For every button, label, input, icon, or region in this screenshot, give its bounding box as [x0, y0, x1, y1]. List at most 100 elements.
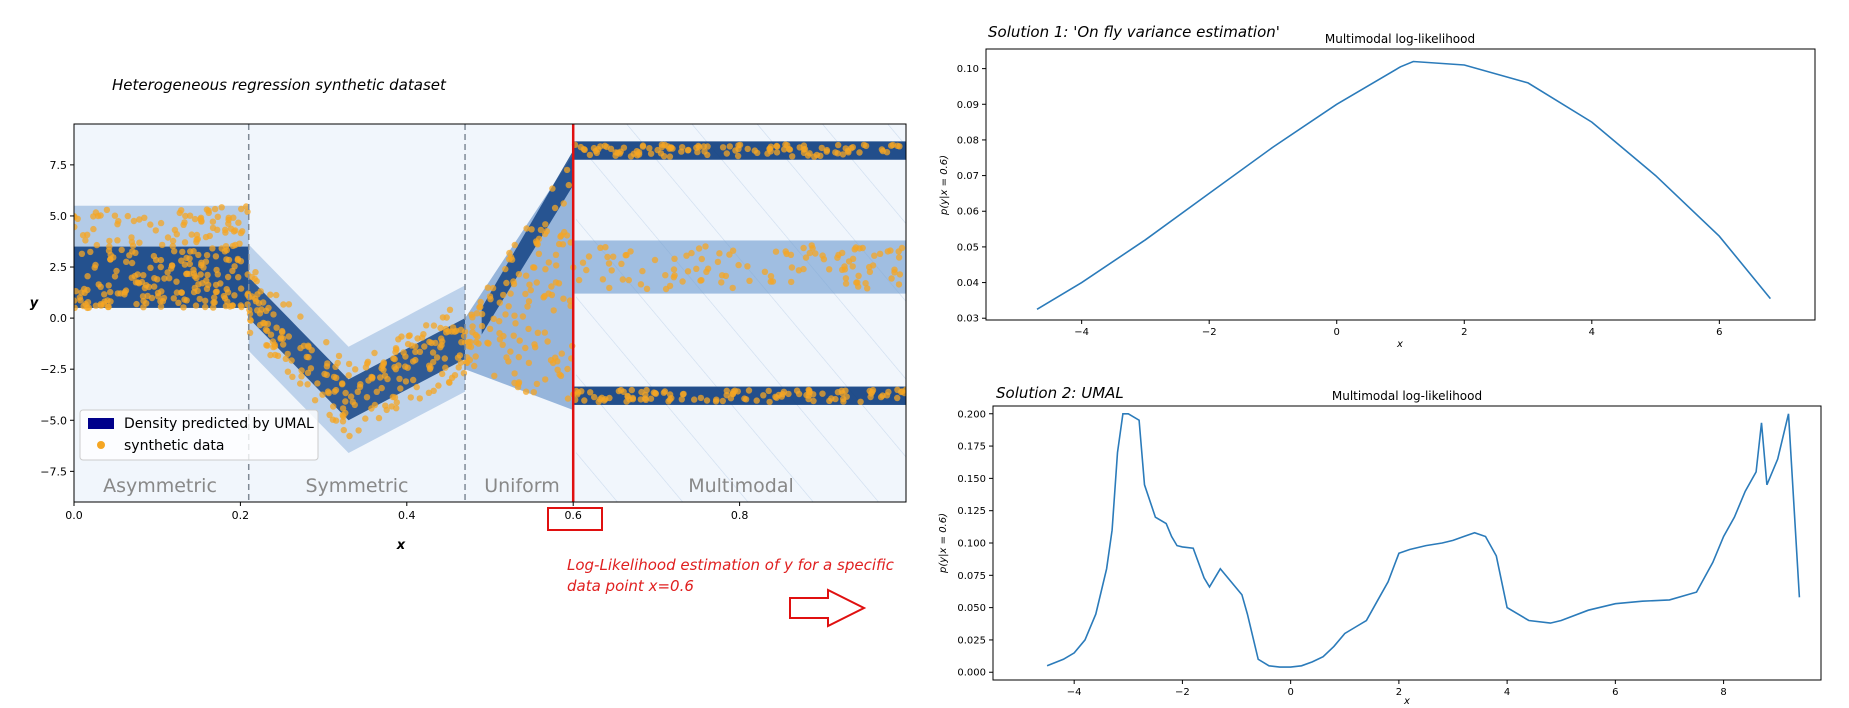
synthetic-point [604, 253, 611, 261]
synthetic-point [823, 146, 831, 154]
synthetic-point [629, 394, 636, 402]
synthetic-point [166, 275, 173, 282]
synthetic-point [471, 362, 478, 370]
synthetic-point [223, 256, 230, 263]
ytick: 0.000 [957, 668, 986, 679]
synthetic-point [171, 226, 179, 234]
synthetic-point [308, 347, 315, 354]
synthetic-point [437, 344, 444, 351]
synthetic-point [435, 382, 442, 389]
synthetic-point [723, 150, 730, 157]
synthetic-point [254, 307, 261, 314]
xtick: −2 [1202, 327, 1217, 338]
synthetic-point [845, 258, 853, 265]
synthetic-point [507, 348, 514, 355]
synthetic-point [273, 324, 280, 331]
synthetic-point [876, 250, 884, 257]
synthetic-point [812, 250, 819, 257]
left-ytick: 5.0 [50, 210, 68, 223]
synthetic-point [105, 303, 112, 311]
synthetic-point [457, 359, 464, 366]
synthetic-point [186, 255, 193, 262]
synthetic-point [478, 322, 486, 330]
synthetic-point [787, 251, 795, 258]
synthetic-point [871, 252, 878, 259]
synthetic-point [147, 264, 154, 271]
legend-points-swatch [97, 441, 105, 449]
synthetic-point [141, 214, 148, 221]
left-ytick: −5.0 [40, 414, 67, 427]
synthetic-point [114, 290, 122, 297]
synthetic-point [78, 250, 86, 257]
bottom-title: Multimodal log-likelihood [1332, 389, 1482, 403]
synthetic-point [789, 153, 796, 160]
ytick: 0.06 [957, 207, 979, 218]
bottom-likelihood-line [1046, 413, 1801, 668]
synthetic-point [253, 278, 260, 285]
synthetic-point [623, 398, 630, 405]
synthetic-point [330, 373, 338, 381]
left-ytick: 2.5 [50, 261, 68, 274]
synthetic-point [598, 394, 605, 401]
synthetic-point [288, 357, 295, 364]
synthetic-point [773, 149, 781, 156]
synthetic-point [128, 259, 136, 267]
synthetic-point [267, 331, 275, 338]
xtick: 4 [1589, 327, 1595, 338]
synthetic-point [123, 258, 130, 265]
synthetic-point [801, 145, 809, 153]
top-ylabel: p(y|x = 0.6) [939, 155, 950, 216]
synthetic-point [212, 281, 220, 289]
region-label-multimodal: Multimodal [688, 475, 794, 497]
xtick: 2 [1396, 687, 1402, 698]
xtick: −2 [1175, 687, 1190, 698]
synthetic-point [118, 246, 125, 254]
synthetic-point [660, 389, 668, 396]
synthetic-point [84, 273, 91, 280]
synthetic-point [793, 387, 801, 394]
synthetic-point [202, 258, 210, 265]
synthetic-point [597, 244, 604, 251]
synthetic-point [93, 241, 101, 249]
synthetic-point [393, 399, 400, 406]
synthetic-point [375, 414, 383, 422]
synthetic-point [197, 271, 204, 278]
synthetic-point [209, 224, 217, 232]
synthetic-point [211, 205, 219, 213]
synthetic-point [392, 348, 399, 356]
synthetic-point [196, 295, 203, 303]
synthetic-point [213, 266, 220, 274]
synthetic-point [324, 360, 331, 367]
synthetic-point [826, 266, 833, 273]
synthetic-point [511, 241, 518, 249]
synthetic-point [767, 273, 775, 280]
synthetic-point [549, 359, 557, 367]
synthetic-point [643, 386, 650, 394]
ytick: 0.200 [957, 409, 986, 420]
synthetic-point [806, 150, 813, 157]
synthetic-point [564, 395, 572, 402]
synthetic-point [534, 241, 541, 248]
synthetic-point [806, 249, 813, 257]
synthetic-point [478, 310, 486, 318]
synthetic-point [425, 389, 433, 396]
synthetic-point [515, 353, 522, 361]
synthetic-point [209, 245, 216, 252]
synthetic-point [472, 331, 479, 339]
xtick: 2 [1461, 327, 1467, 338]
synthetic-point [195, 251, 202, 259]
synthetic-point [577, 143, 584, 151]
synthetic-point [330, 403, 337, 410]
synthetic-point [260, 299, 267, 306]
synthetic-point [469, 314, 476, 321]
synthetic-point [449, 324, 457, 331]
synthetic-point [665, 398, 672, 405]
synthetic-point [751, 147, 758, 154]
synthetic-point [650, 389, 658, 396]
synthetic-point [606, 394, 613, 402]
synthetic-point [862, 280, 869, 287]
highlight-x-box [547, 507, 603, 531]
synthetic-point [860, 141, 868, 149]
synthetic-point [726, 251, 733, 258]
synthetic-point [549, 185, 556, 192]
